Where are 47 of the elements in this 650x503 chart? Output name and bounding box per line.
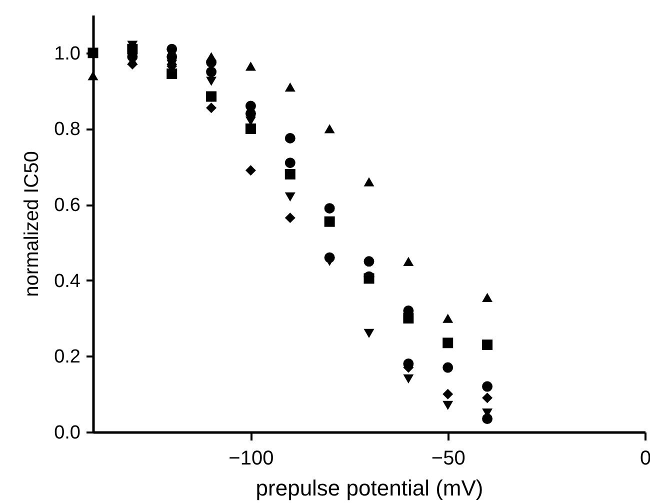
x-tick-label: −100: [228, 448, 274, 470]
x-axis-title: prepulse potential (mV): [256, 476, 484, 500]
point: [206, 102, 217, 114]
point: [364, 328, 374, 338]
point: [403, 313, 414, 324]
point: [88, 71, 98, 80]
point: [403, 256, 414, 266]
point: [442, 388, 454, 400]
point: [442, 314, 454, 323]
y-tick-label: 0.0: [54, 422, 80, 444]
point: [324, 256, 335, 266]
y-axis-title: normalized IC50: [21, 151, 44, 297]
point: [482, 392, 493, 404]
point: [442, 362, 454, 373]
point: [284, 212, 296, 224]
point: [284, 132, 296, 144]
y-tick-label: 0.2: [54, 346, 80, 368]
point: [206, 76, 217, 86]
point: [284, 192, 296, 202]
point: [284, 168, 296, 180]
point: [482, 340, 493, 350]
point: [442, 400, 454, 410]
point: [403, 374, 414, 384]
y-tick-label: 0.6: [54, 195, 80, 216]
point: [206, 91, 217, 102]
point: [442, 338, 454, 348]
point: [324, 203, 335, 214]
point: [166, 68, 178, 80]
point: [284, 82, 296, 92]
y-tick-label: 0.8: [54, 119, 80, 140]
y-tick-label: 1.0: [54, 43, 80, 64]
x-tick-label: 0: [640, 448, 650, 470]
x-tick-label: −50: [431, 448, 466, 470]
point: [364, 177, 374, 186]
point: [482, 292, 493, 302]
point: [364, 256, 374, 267]
y-tick-label: 0.4: [54, 270, 81, 292]
point: [245, 123, 256, 134]
point: [324, 216, 335, 227]
point: [206, 57, 217, 68]
point: [245, 165, 256, 176]
point: [245, 62, 256, 71]
point: [482, 381, 493, 392]
point: [206, 66, 217, 78]
point: [88, 48, 98, 58]
point: [324, 124, 335, 134]
point: [284, 158, 296, 168]
